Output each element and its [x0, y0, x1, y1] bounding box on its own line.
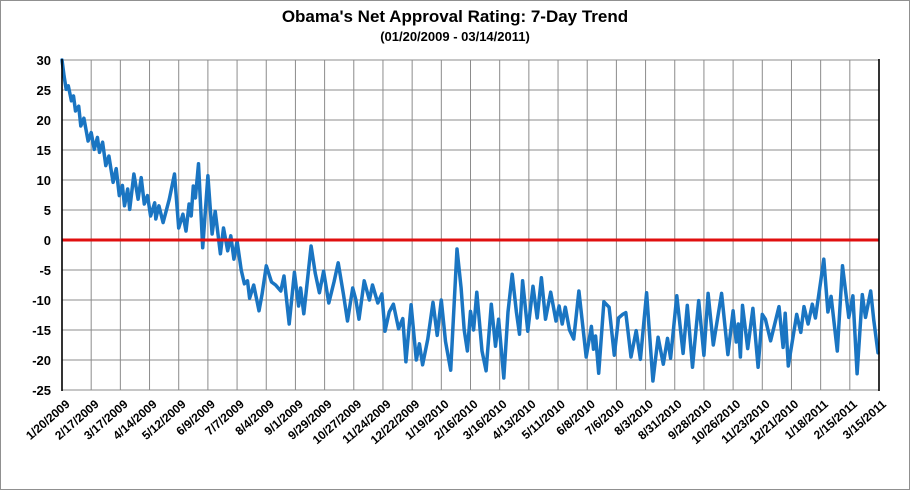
y-tick-label: 30 [36, 52, 51, 68]
chart-title: Obama's Net Approval Rating: 7-Day Trend [281, 7, 629, 26]
y-tick-label: 20 [36, 112, 51, 128]
chart-subtitle: (01/20/2009 - 03/14/2011) [380, 29, 530, 44]
y-tick-label: 10 [36, 172, 51, 188]
y-tick-label: 0 [43, 232, 51, 248]
y-tick-label: 5 [43, 202, 51, 218]
y-tick-label: -10 [32, 292, 51, 308]
y-tick-label: -15 [32, 322, 51, 338]
y-tick-label: 15 [36, 142, 51, 158]
y-tick-label: -20 [32, 352, 51, 368]
y-tick-label: -5 [39, 262, 51, 278]
approval-trend-line [60, 58, 880, 383]
y-tick-label: 25 [36, 82, 51, 98]
y-tick-label: -25 [32, 382, 51, 398]
